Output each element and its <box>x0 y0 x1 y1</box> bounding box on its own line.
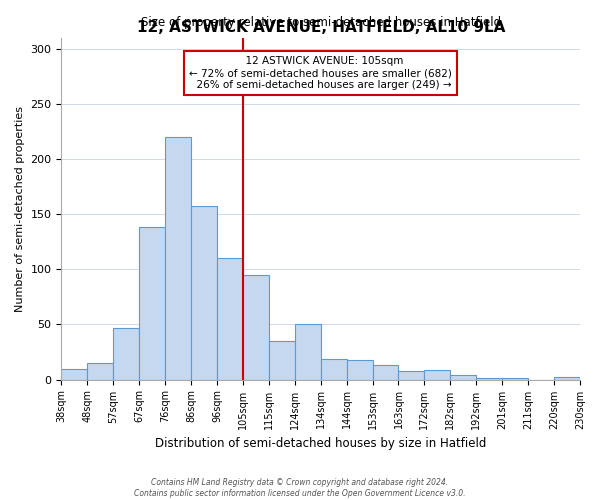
Bar <box>269 341 295 380</box>
Bar <box>424 370 451 380</box>
Title: 12, ASTWICK AVENUE, HATFIELD, AL10 9LA: 12, ASTWICK AVENUE, HATFIELD, AL10 9LA <box>137 20 505 35</box>
Bar <box>61 368 88 380</box>
X-axis label: Distribution of semi-detached houses by size in Hatfield: Distribution of semi-detached houses by … <box>155 437 487 450</box>
Bar <box>373 365 398 380</box>
Bar <box>347 360 373 380</box>
Text: 12 ASTWICK AVENUE: 105sqm
← 72% of semi-detached houses are smaller (682)
  26% : 12 ASTWICK AVENUE: 105sqm ← 72% of semi-… <box>189 56 452 90</box>
Text: Contains HM Land Registry data © Crown copyright and database right 2024.
Contai: Contains HM Land Registry data © Crown c… <box>134 478 466 498</box>
Bar <box>191 206 217 380</box>
Y-axis label: Number of semi-detached properties: Number of semi-detached properties <box>15 106 25 312</box>
Text: Size of property relative to semi-detached houses in Hatfield: Size of property relative to semi-detach… <box>140 16 501 29</box>
Bar <box>476 378 502 380</box>
Bar <box>88 363 113 380</box>
Bar <box>113 328 139 380</box>
Bar <box>165 137 191 380</box>
Bar <box>217 258 243 380</box>
Bar <box>502 378 528 380</box>
Bar <box>139 228 165 380</box>
Bar <box>243 275 269 380</box>
Bar <box>554 378 580 380</box>
Bar <box>295 324 321 380</box>
Bar <box>398 370 424 380</box>
Bar <box>321 358 347 380</box>
Bar <box>451 375 476 380</box>
